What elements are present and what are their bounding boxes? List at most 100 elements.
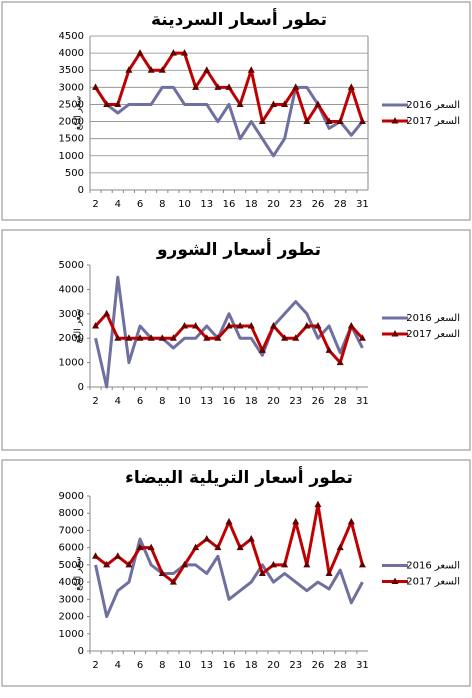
x-tick-label: 28: [334, 660, 347, 671]
marker: [247, 535, 255, 542]
x-tick-label: 20: [267, 199, 280, 210]
y-tick-label: 4000: [59, 577, 84, 588]
y-tick-label: 1500: [59, 134, 84, 145]
legend-label: 2017 السعر: [406, 116, 460, 127]
x-tick-label: 18: [245, 660, 258, 671]
marker: [247, 66, 255, 73]
x-tick-label: 26: [312, 660, 325, 671]
marker: [292, 83, 300, 90]
legend-label: 2016 السعر: [406, 100, 460, 111]
marker: [269, 322, 277, 329]
panel: [1, 1, 471, 221]
marker: [281, 100, 289, 107]
marker: [103, 560, 111, 568]
x-tick-label: 8: [159, 199, 165, 210]
y-tick-label: 500: [65, 168, 84, 179]
marker: [136, 334, 144, 341]
y-tick-label: 8000: [59, 508, 84, 519]
marker: [136, 543, 144, 551]
marker: [136, 49, 144, 56]
marker: [325, 117, 333, 125]
marker: [303, 117, 311, 125]
marker: [125, 66, 133, 73]
legend-label: 2017 السعر: [406, 577, 460, 588]
panel: [1, 459, 471, 687]
marker: [314, 100, 322, 107]
x-tick-label: 2: [92, 396, 98, 407]
marker: [358, 334, 366, 341]
series-line: [94, 275, 364, 389]
marker: [281, 560, 289, 568]
x-tick-label: 26: [312, 199, 325, 210]
marker: [258, 117, 266, 125]
x-tick-label: 23: [289, 396, 302, 407]
chart-title: تطور أسعار التريلية البيضاء: [125, 466, 353, 488]
marker: [236, 322, 244, 329]
y-tick-label: 3500: [59, 65, 84, 76]
marker: [303, 560, 311, 568]
marker: [114, 100, 122, 107]
x-tick-label: 13: [200, 660, 213, 671]
marker: [181, 560, 189, 568]
marker: [92, 552, 100, 559]
marker: [258, 346, 266, 353]
x-tick-label: 13: [200, 396, 213, 407]
x-tick-label: 6: [137, 396, 143, 407]
marker: [325, 346, 333, 353]
legend-marker: [391, 330, 399, 337]
y-axis-label: سعر الكغ: [74, 96, 84, 131]
marker: [225, 517, 233, 525]
x-tick-label: 16: [223, 199, 236, 210]
marker: [314, 500, 322, 508]
x-tick-label: 23: [289, 199, 302, 210]
marker: [358, 117, 366, 125]
x-tick-label: 31: [356, 199, 369, 210]
marker: [169, 578, 177, 585]
x-tick-label: 4: [115, 199, 121, 210]
x-tick-label: 10: [178, 199, 191, 210]
y-tick-label: 2500: [59, 99, 84, 110]
y-tick-label: 3000: [59, 309, 84, 320]
legend-marker: [391, 577, 399, 584]
x-tick-label: 31: [356, 396, 369, 407]
marker: [347, 83, 355, 90]
marker: [125, 560, 133, 568]
marker: [214, 543, 222, 551]
x-tick-label: 31: [356, 660, 369, 671]
marker: [158, 66, 166, 73]
marker: [147, 334, 155, 341]
marker: [169, 49, 177, 56]
x-tick-label: 16: [223, 660, 236, 671]
x-tick-label: 2: [92, 199, 98, 210]
marker: [181, 49, 189, 56]
marker: [336, 543, 344, 551]
marker: [103, 309, 111, 317]
x-tick-label: 18: [245, 199, 258, 210]
legend-label: 2016 السعر: [406, 313, 460, 324]
marker: [358, 560, 366, 568]
series-line: [94, 503, 364, 584]
x-tick-label: 13: [200, 199, 213, 210]
marker: [203, 334, 211, 341]
marker: [114, 552, 122, 559]
x-tick-label: 10: [178, 396, 191, 407]
marker: [203, 66, 211, 73]
y-tick-label: 5000: [59, 260, 84, 271]
x-tick-label: 16: [223, 396, 236, 407]
x-tick-label: 4: [115, 660, 121, 671]
marker: [181, 322, 189, 329]
y-tick-label: 5000: [59, 560, 84, 571]
x-tick-label: 23: [289, 660, 302, 671]
y-tick-label: 2000: [59, 117, 84, 128]
marker: [103, 100, 111, 107]
y-tick-label: 1000: [59, 151, 84, 162]
marker: [114, 334, 122, 341]
y-tick-label: 4000: [59, 284, 84, 295]
marker: [347, 517, 355, 525]
x-tick-label: 10: [178, 660, 191, 671]
x-tick-label: 2: [92, 660, 98, 671]
y-axis-label: سعر الكغ: [74, 309, 84, 344]
legend-label: 2017 السعر: [406, 329, 460, 340]
y-tick-label: 7000: [59, 525, 84, 536]
